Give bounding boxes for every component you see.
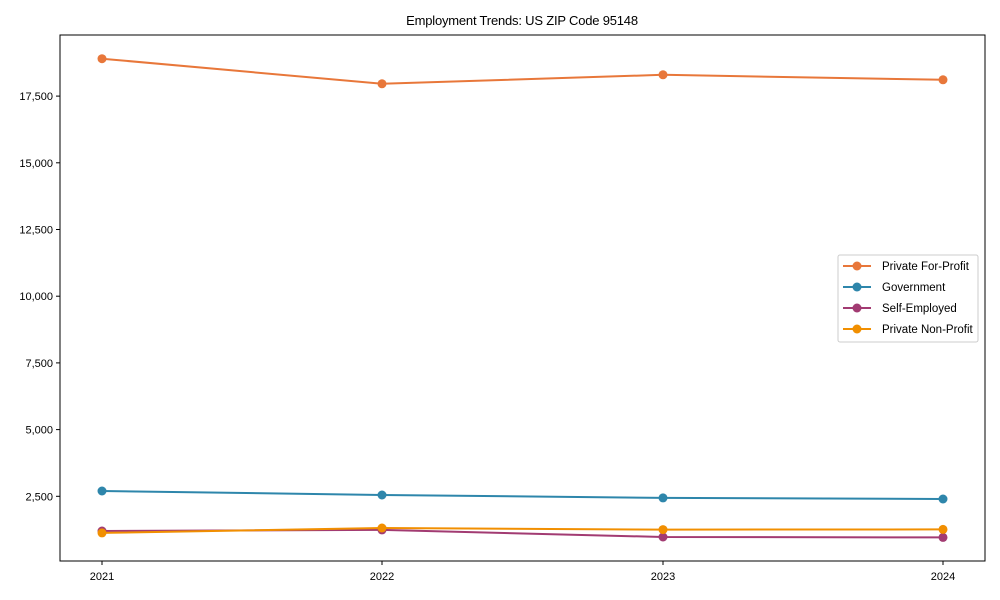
y-axis: 2,500 5,000 7,500 10,000 12,500 15,000 17,500	[19, 91, 60, 503]
legend-label: Private Non-Profit	[882, 324, 974, 336]
data-point	[938, 75, 948, 85]
legend-item: Self-Employed	[843, 303, 957, 315]
data-point	[97, 528, 107, 538]
legend-marker-icon	[852, 303, 862, 313]
data-point	[97, 486, 107, 496]
series-line	[101, 57, 944, 85]
legend-item: Government	[843, 282, 946, 294]
axes-frame	[59, 34, 986, 562]
legend-marker-icon	[852, 282, 862, 292]
series-private-non-profit	[97, 523, 948, 538]
y-tick-label: 2,500	[25, 491, 53, 503]
x-tick-label: 2023	[651, 571, 675, 583]
x-tick-label: 2021	[90, 571, 114, 583]
legend-marker-icon	[852, 261, 862, 271]
y-tick-label: 7,500	[25, 358, 53, 370]
legend: Private For-Profit Government Self-Employe…	[837, 254, 979, 343]
chart-title: Employment Trends: US ZIP Code 95148	[406, 13, 638, 28]
data-point	[97, 54, 107, 64]
legend-label: Self-Employed	[882, 303, 957, 315]
data-point	[377, 79, 387, 89]
data-point	[658, 532, 668, 542]
x-tick-label: 2024	[931, 571, 955, 583]
data-point	[658, 70, 668, 80]
series-line	[101, 490, 944, 500]
y-tick-label: 12,500	[19, 225, 53, 237]
y-tick-label: 15,000	[19, 158, 53, 170]
plot-area	[59, 34, 986, 562]
legend-item: Private Non-Profit	[843, 324, 974, 336]
legend-label: Private For-Profit	[882, 261, 970, 273]
data-point	[938, 532, 948, 542]
series-government	[97, 486, 948, 504]
legend-box	[837, 254, 979, 343]
series-lines	[97, 54, 948, 542]
y-tick-label: 5,000	[25, 425, 53, 437]
y-tick-label: 10,000	[19, 291, 53, 303]
data-point	[938, 494, 948, 504]
data-point	[377, 490, 387, 500]
series-line	[101, 526, 944, 534]
series-private-for-profit	[97, 54, 948, 89]
legend-marker-icon	[852, 324, 862, 334]
data-point	[938, 524, 948, 534]
x-tick-label: 2022	[370, 571, 394, 583]
legend-item: Private For-Profit	[843, 261, 970, 273]
legend-label: Government	[882, 282, 946, 294]
data-point	[377, 523, 387, 533]
y-tick-label: 17,500	[19, 91, 53, 103]
x-axis: 2021 2022 2023 2024	[90, 561, 955, 583]
data-point	[658, 525, 668, 535]
data-point	[658, 493, 668, 503]
